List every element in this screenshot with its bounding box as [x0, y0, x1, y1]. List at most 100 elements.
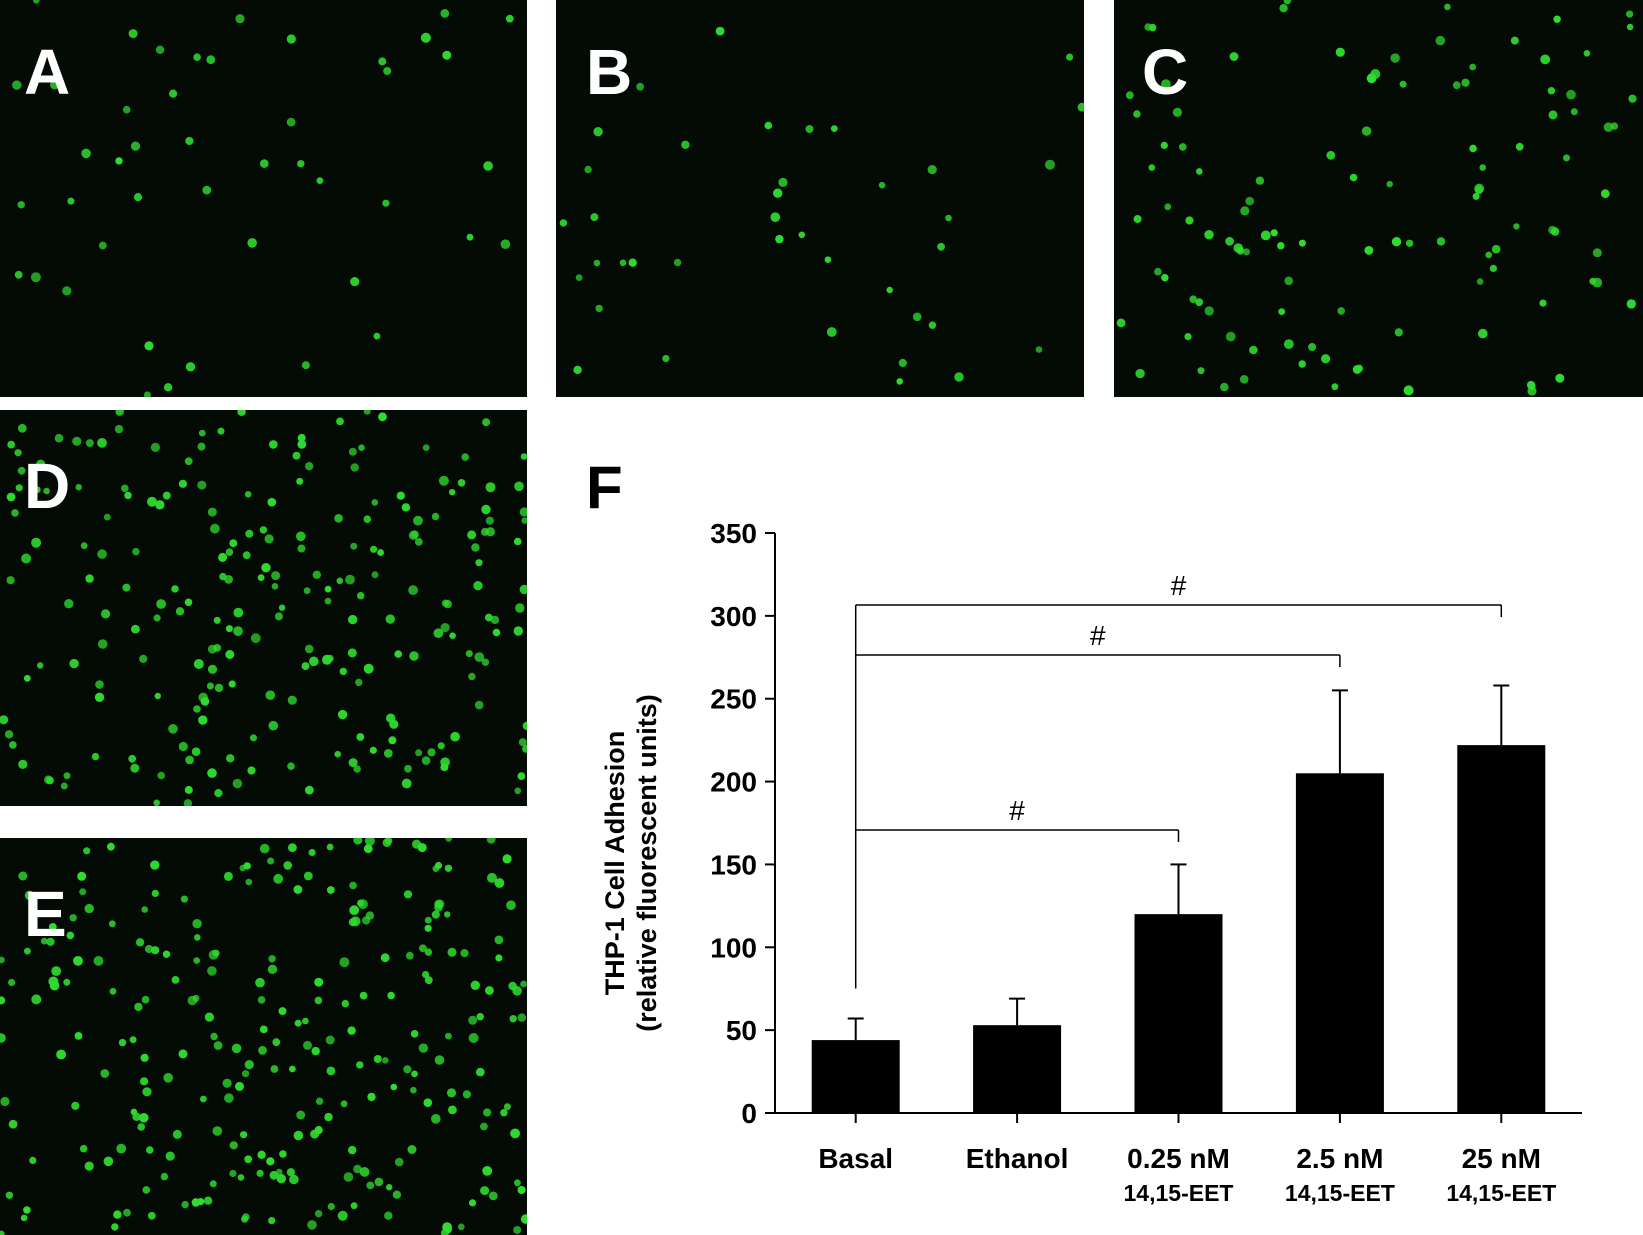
cell-dot [1255, 176, 1265, 185]
cell-dot [336, 417, 344, 426]
cell-dot [296, 477, 304, 485]
cell-dot [474, 700, 484, 710]
cell-dot [367, 1092, 376, 1102]
cell-dot [396, 491, 405, 500]
cell-dot [77, 871, 87, 881]
panel-label-a: A [24, 36, 71, 108]
cell-dot [95, 680, 104, 689]
y-tick-label: 150 [710, 849, 757, 880]
cell-dot [1164, 203, 1172, 211]
cell-dot [590, 213, 599, 222]
cell-dot [264, 534, 274, 544]
cell-dot [297, 440, 307, 449]
cell-dot [435, 899, 445, 909]
cell-dot [1161, 79, 1171, 89]
cell-dot [433, 628, 444, 638]
cell-dot [15, 484, 23, 492]
cell-dot [383, 749, 393, 758]
cell-dot [830, 125, 838, 132]
cell-dot [1390, 53, 1400, 63]
cell-dot [240, 1131, 248, 1139]
micrograph-c: C [1114, 0, 1643, 397]
cell-dot [1283, 0, 1292, 5]
cell-dot [1225, 331, 1236, 342]
cell-dot [308, 848, 316, 857]
cell-dot [276, 1174, 286, 1184]
cell-dot [261, 563, 271, 573]
cell-dot [49, 980, 60, 991]
cell-dot [384, 1211, 393, 1220]
cell-dot [147, 496, 157, 507]
cell-dot [85, 574, 94, 583]
cell-dot [36, 459, 46, 469]
cell-dot [494, 935, 504, 945]
bar-chart-svg: 0 50 100 150 200 250 300 350 THP-1 Cell Adhesion… [600, 518, 1582, 1206]
cell-dot [9, 741, 17, 749]
micrograph-b: B [556, 0, 1084, 397]
cells-d [0, 410, 527, 806]
cell-dot [1236, 247, 1245, 255]
cell-dot [115, 410, 124, 416]
cell-dot [18, 759, 28, 769]
cell-dot [1133, 215, 1142, 223]
cell-dot [64, 599, 74, 609]
cell-dot [487, 872, 497, 883]
cell-dot [357, 592, 365, 600]
cell-dot [212, 1126, 223, 1136]
cell-dot [14, 270, 23, 279]
cell-dot [94, 692, 105, 702]
cell-dot [1045, 159, 1055, 170]
cell-dot [268, 955, 276, 963]
cell-dot [229, 1141, 238, 1150]
cell-dot [350, 916, 361, 927]
cell-dot [256, 1169, 264, 1177]
cell-dot [155, 500, 165, 510]
cell-dot [339, 957, 350, 968]
cell-dot [278, 604, 286, 611]
cell-dot [673, 258, 682, 267]
cell-dot [178, 1049, 188, 1059]
cell-dot [484, 613, 493, 622]
cell-dot [356, 733, 365, 741]
cell-dot [512, 986, 522, 996]
cell-dot [124, 491, 132, 500]
cell-dot [1515, 142, 1524, 151]
cell-dot [121, 484, 129, 493]
cell-dot [481, 504, 491, 515]
cell-dot [928, 321, 937, 329]
cell-dot [520, 980, 527, 988]
cell-dot [407, 1145, 417, 1154]
cell-dot [233, 626, 243, 636]
cell-dot [0, 956, 5, 964]
cell-dot [191, 747, 201, 756]
cell-dot [886, 286, 893, 294]
cell-dot [311, 1046, 320, 1056]
panel-label-f: F [586, 454, 623, 521]
cell-dot [83, 847, 91, 855]
cell-dot [584, 165, 592, 174]
cell-dot [80, 542, 88, 550]
cell-dot [324, 597, 332, 605]
cell-dot [1229, 52, 1239, 61]
cell-dot [1472, 192, 1480, 200]
cell-dot [259, 526, 268, 534]
micrograph-e: E [0, 838, 527, 1235]
cell-dot [1461, 78, 1470, 87]
cell-dot [927, 165, 937, 175]
cell-dot [1628, 94, 1637, 103]
cell-dot [129, 1036, 137, 1044]
cell-dot [154, 692, 161, 700]
cell-dot [326, 843, 334, 851]
cell-dot [229, 1169, 237, 1178]
cell-dot [171, 976, 180, 984]
cell-dot [235, 14, 245, 24]
cell-dot [1277, 242, 1285, 250]
cell-dot [628, 258, 637, 267]
cell-dot [440, 763, 449, 772]
cell-dot [326, 1066, 336, 1076]
cell-dot [71, 1101, 80, 1110]
cell-dot [109, 987, 117, 995]
cell-dot [301, 662, 310, 671]
cell-dot [394, 1157, 404, 1167]
cell-dot [97, 438, 107, 448]
